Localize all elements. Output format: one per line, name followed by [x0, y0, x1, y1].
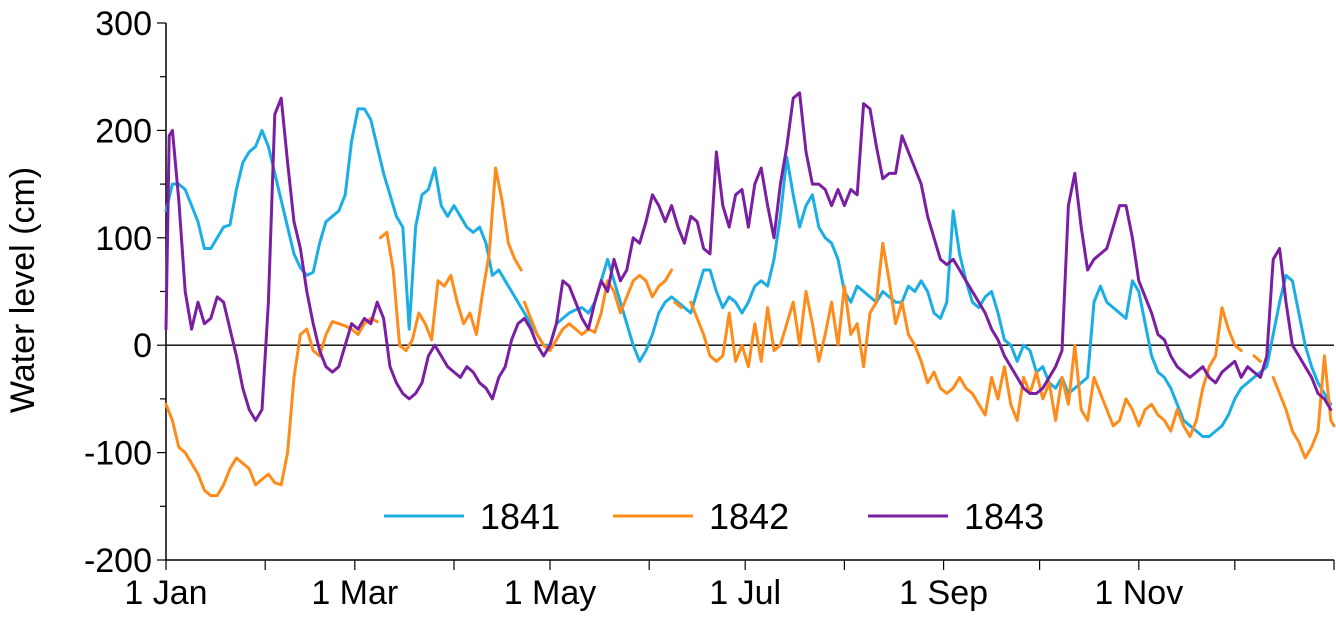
x-tick-label: 1 Jul	[709, 574, 781, 612]
y-tick-label: 300	[95, 5, 152, 43]
y-tick-label: 200	[95, 112, 152, 150]
y-axis-title: Water level (cm)	[4, 167, 42, 413]
legend-label-1841: 1841	[480, 496, 560, 537]
y-tick-label: 0	[133, 327, 152, 365]
legend: 1841 1842 1843	[384, 496, 1044, 537]
y-tick-label: 100	[95, 220, 152, 258]
x-tick-label: 1 May	[504, 574, 597, 612]
x-tick-label: 1 Mar	[311, 574, 398, 612]
x-tick-label: 1 Nov	[1094, 574, 1183, 612]
x-tick-label: 1 Jan	[124, 574, 207, 612]
legend-label-1842: 1842	[709, 496, 789, 537]
y-tick-label: -200	[84, 542, 152, 580]
x-axis: 1 Jan 1 Mar 1 May 1 Jul 1 Sep 1 Nov	[124, 559, 1335, 612]
series-group	[164, 91, 1336, 498]
legend-label-1843: 1843	[964, 496, 1044, 537]
y-axis: 300 200 100 0 -100 -200	[84, 5, 167, 580]
series-line-1843	[164, 91, 1333, 422]
y-tick-label: -100	[84, 435, 152, 473]
x-tick-label: 1 Sep	[899, 574, 988, 612]
series-line-1841	[164, 107, 1333, 438]
series-line-1842	[164, 166, 1336, 498]
